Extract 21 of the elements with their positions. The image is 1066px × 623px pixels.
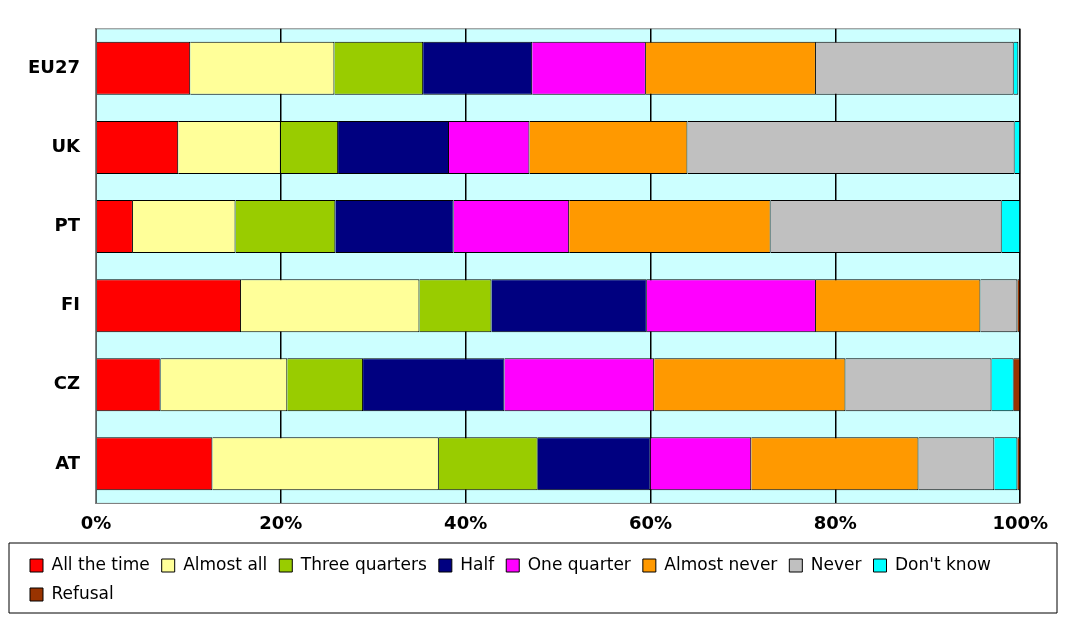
x-tick-label: 80% — [813, 511, 857, 533]
x-tick-label: 20% — [259, 511, 303, 533]
y-tick-label: UK — [51, 135, 81, 157]
y-tick-label: CZ — [53, 372, 80, 394]
x-tick-label: 100% — [992, 511, 1048, 533]
legend-label: One quarter — [527, 553, 631, 574]
legend-label: Three quarters — [299, 553, 427, 574]
legend-label: Don't know — [895, 553, 992, 574]
legend-label: Half — [460, 553, 496, 574]
legend-label: All the time — [51, 553, 150, 574]
y-tick-label: AT — [55, 451, 81, 473]
y-tick-label: FI — [60, 293, 80, 315]
x-tick-label: 0% — [80, 511, 112, 533]
y-tick-label: PT — [54, 214, 81, 236]
legend-label: Refusal — [51, 582, 114, 603]
legend-label: Almost all — [183, 553, 268, 574]
x-tick-label: 40% — [444, 511, 488, 533]
y-tick-label: EU27 — [27, 56, 80, 78]
legend-label: Almost never — [664, 553, 778, 574]
x-tick-label: 60% — [628, 511, 673, 533]
legend-label: Never — [810, 553, 862, 574]
